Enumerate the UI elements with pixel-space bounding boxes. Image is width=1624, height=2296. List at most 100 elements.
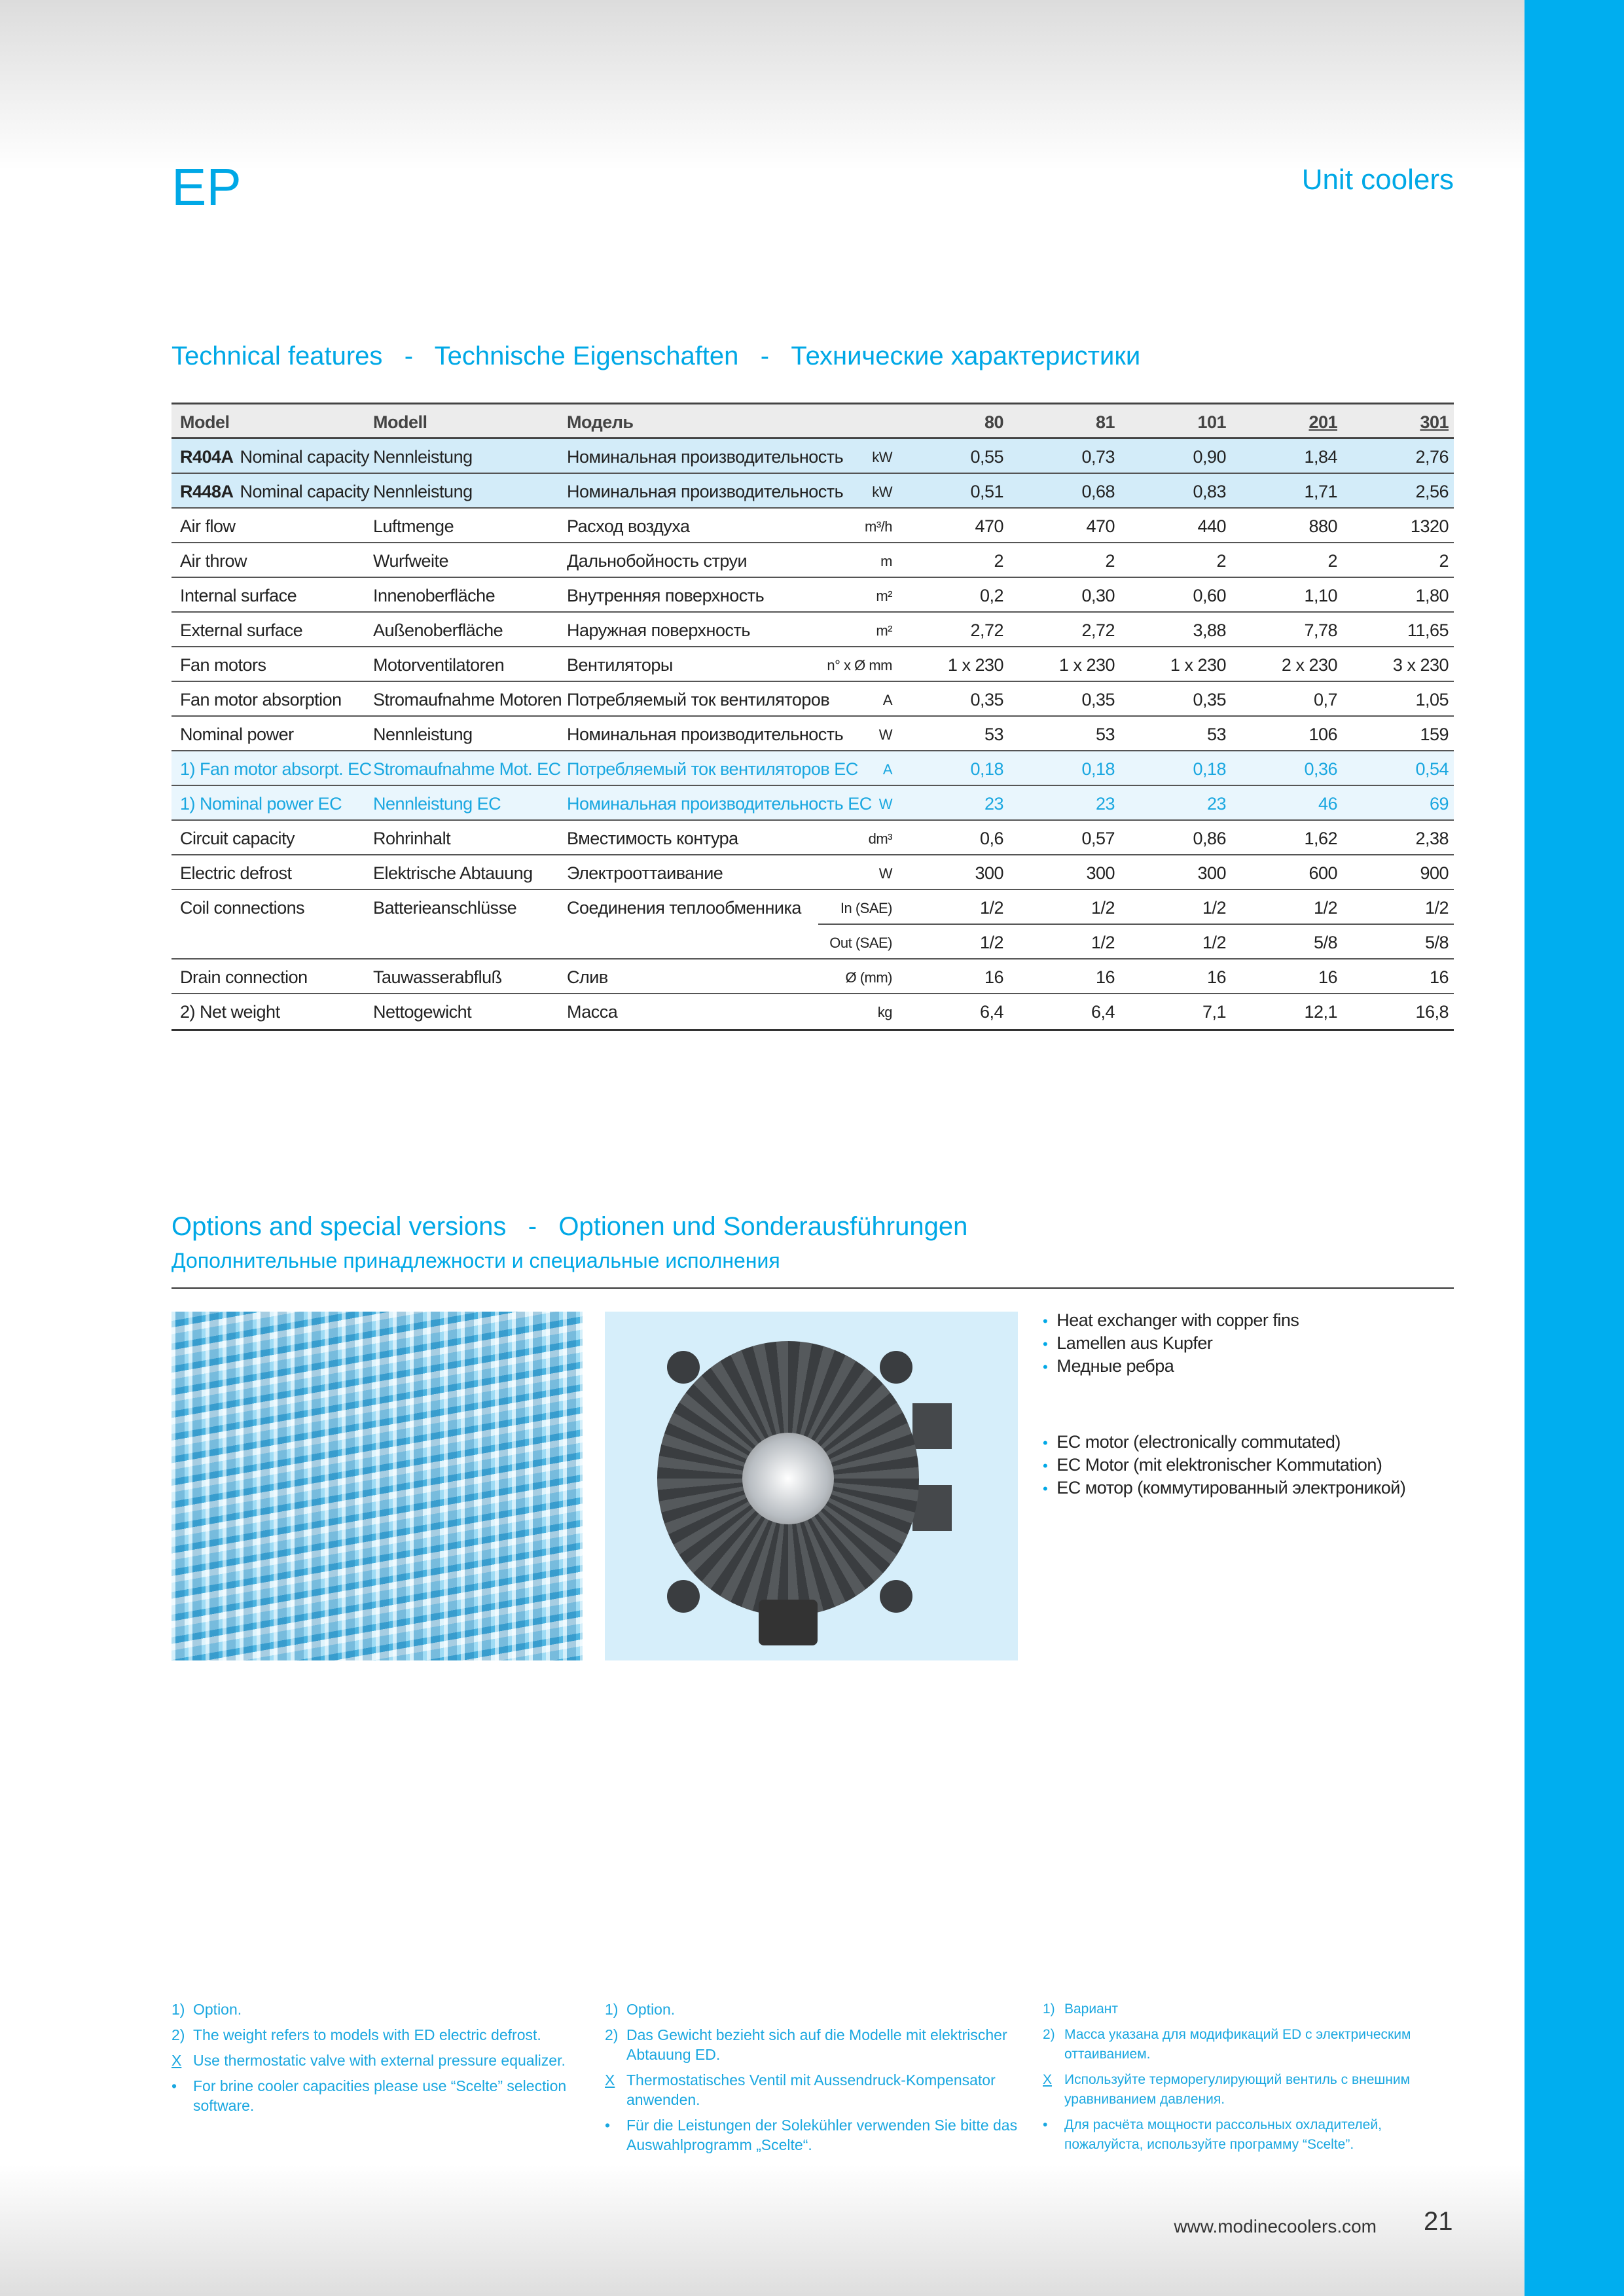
refrigerant-label: R404A Nominal capacity bbox=[180, 447, 370, 467]
cell-value: 1,80 bbox=[1415, 586, 1449, 605]
row-label-de: Stromaufnahme Motoren bbox=[373, 690, 562, 709]
motor-terminal-box bbox=[912, 1403, 952, 1449]
footnote: X Используйте терморегулирующий вентиль с… bbox=[1043, 2070, 1435, 2109]
cell-value: 1 x 230 bbox=[947, 655, 1004, 675]
footnotes-ru: 1) Вариант 2) Масса указана для модификаций… bbox=[1043, 2000, 1435, 2161]
row-label-de: Tauwasserabfluß bbox=[373, 967, 502, 987]
cell-value: 0,2 bbox=[979, 586, 1004, 605]
cell-value: 3 x 230 bbox=[1392, 655, 1449, 675]
row-label-ru: Внутренняя поверхность bbox=[567, 586, 765, 605]
table-row: Fan motors Motorventilatoren Вентиляторы n°… bbox=[171, 647, 1454, 682]
cell-value: 470 bbox=[975, 516, 1003, 536]
row-unit: W bbox=[878, 865, 893, 882]
bottom-gradient bbox=[0, 2165, 1525, 2296]
cell-value: 1/2 bbox=[979, 898, 1004, 918]
row-label-ru: Номинальная производительность bbox=[567, 482, 844, 501]
cell-value: 2 x 230 bbox=[1281, 655, 1338, 675]
footnote-text: Используйте терморегулирующий вентиль с … bbox=[1064, 2072, 1411, 2107]
cell-value: 1/2 bbox=[1091, 898, 1115, 918]
cell-value: 6,4 bbox=[979, 1002, 1004, 1022]
row-unit: m³/h bbox=[865, 518, 893, 535]
ec-motor-image bbox=[605, 1312, 1018, 1660]
footnote-text: The weight refers to models with ED elec… bbox=[193, 2026, 541, 2043]
cell-value: 0,51 bbox=[970, 482, 1003, 501]
footnote-marker: 1) bbox=[1043, 2001, 1055, 2017]
footnote-marker: X bbox=[605, 2072, 615, 2089]
row-unit: W bbox=[878, 796, 893, 812]
cell-value: 3,88 bbox=[1193, 620, 1226, 640]
row-label-en: Coil connections bbox=[180, 898, 305, 918]
col-201: 201 bbox=[1308, 412, 1337, 432]
cell-value: 1 x 230 bbox=[1170, 655, 1227, 675]
cell-value: 23 bbox=[984, 794, 1004, 814]
row-unit: dm³ bbox=[868, 831, 893, 847]
footnote: X Use thermostatic valve with external pr… bbox=[171, 2051, 577, 2070]
cell-value: 1,05 bbox=[1415, 690, 1449, 709]
cell-value: 16,8 bbox=[1415, 1002, 1449, 1022]
footnote: • For brine cooler capacities please use … bbox=[171, 2076, 577, 2115]
table-row: Air flow Luftmenge Расход воздуха m³/h 470 47… bbox=[171, 509, 1454, 543]
cell-value: 0,60 bbox=[1193, 586, 1226, 605]
row-unit: kg bbox=[877, 1004, 893, 1020]
cell-value: 1,10 bbox=[1304, 586, 1337, 605]
footnote: 2) Das Gewicht bezieht sich auf die Model… bbox=[605, 2025, 1024, 2064]
row-label-ru: Наружная поверхность bbox=[567, 620, 750, 640]
footnote: 1) Option. bbox=[605, 2000, 1024, 2019]
cell-value: 11,65 bbox=[1407, 620, 1449, 640]
footnote: 2) The weight refers to models with ED el… bbox=[171, 2025, 577, 2045]
footnote-marker: • bbox=[605, 2117, 611, 2134]
col-301: 301 bbox=[1420, 412, 1449, 432]
option-bullet: Lamellen aus Kupfer bbox=[1043, 1333, 1213, 1354]
row-label-en: Nominal capacity bbox=[240, 482, 370, 501]
row-label-ru: Номинальная производительность EC bbox=[567, 794, 872, 814]
cell-value: 0,30 bbox=[1081, 586, 1115, 605]
footnote-marker: 1) bbox=[605, 2001, 619, 2018]
technical-features-heading: Technical features - Technische Eigensch… bbox=[171, 342, 1141, 370]
cell-value: 7,78 bbox=[1304, 620, 1337, 640]
motor-connector bbox=[759, 1600, 818, 1645]
table-row: Electric defrost Elektrische Abtauung Элек… bbox=[171, 855, 1454, 890]
footnote-text: Thermostatisches Ventil mit Aussendruck-… bbox=[626, 2072, 996, 2108]
row-label-en: External surface bbox=[180, 620, 303, 640]
row-label-en: Air flow bbox=[180, 516, 236, 536]
table-row: 1) Nominal power EC Nennleistung EC Номина… bbox=[171, 786, 1454, 821]
cell-value: 0,35 bbox=[1193, 690, 1226, 709]
row-label-de: Elektrische Abtauung bbox=[373, 863, 533, 883]
footnote-marker: • bbox=[171, 2077, 177, 2094]
table-row: Air throw Wurfweite Дальнобойность струи m 2… bbox=[171, 543, 1454, 578]
col-80: 80 bbox=[984, 412, 1004, 432]
footnote-text: Option. bbox=[193, 2001, 242, 2018]
cell-value: 5/8 bbox=[1313, 933, 1338, 952]
col-modell: Modell bbox=[373, 412, 427, 432]
row-unit: m² bbox=[876, 622, 892, 639]
table-row: Fan motor absorption Stromaufnahme Motore… bbox=[171, 682, 1454, 717]
cell-value: 7,1 bbox=[1202, 1002, 1227, 1022]
refrigerant-name: R404A bbox=[180, 447, 234, 467]
cell-value: 12,1 bbox=[1304, 1002, 1337, 1022]
table-row: 1) Fan motor absorpt. EC Stromaufnahme Mo… bbox=[171, 751, 1454, 786]
cell-value: 0,35 bbox=[970, 690, 1003, 709]
row-label-de: Stromaufnahme Mot. EC bbox=[373, 759, 561, 779]
cell-value: 106 bbox=[1308, 725, 1337, 744]
row-label-ru: Вентиляторы bbox=[567, 655, 673, 675]
technical-table: Model Modell Модель 80 81 101 201 301 R4… bbox=[171, 403, 1454, 1031]
cell-value: 6,4 bbox=[1091, 1002, 1115, 1022]
footnotes-de: 1) Option. 2) Das Gewicht bezieht sich auf … bbox=[605, 2000, 1024, 2161]
website-url[interactable]: www.modinecoolers.com bbox=[1174, 2216, 1377, 2236]
cell-value: 1/2 bbox=[1313, 898, 1338, 918]
row-unit: kW bbox=[872, 484, 892, 500]
motor-body bbox=[657, 1341, 919, 1616]
cell-value: 300 bbox=[975, 863, 1003, 883]
footnote-text: Масса указана для модификаций ED с элект… bbox=[1064, 2027, 1411, 2062]
row-label-ru: Потребляемый ток вентиляторов EC bbox=[567, 759, 858, 779]
cell-value: 1 x 230 bbox=[1058, 655, 1115, 675]
cell-value: 46 bbox=[1318, 794, 1338, 814]
row-unit: A bbox=[882, 692, 893, 708]
cell-value: 1,84 bbox=[1304, 447, 1337, 467]
cell-value: 2 bbox=[1216, 551, 1226, 571]
cell-value: 0,68 bbox=[1081, 482, 1115, 501]
cell-value: 0,86 bbox=[1193, 829, 1226, 848]
cell-value: 0,35 bbox=[1081, 690, 1115, 709]
row-label-en: Fan motors bbox=[180, 655, 266, 675]
row-label-ru: Потребляемый ток вентиляторов bbox=[567, 690, 830, 709]
